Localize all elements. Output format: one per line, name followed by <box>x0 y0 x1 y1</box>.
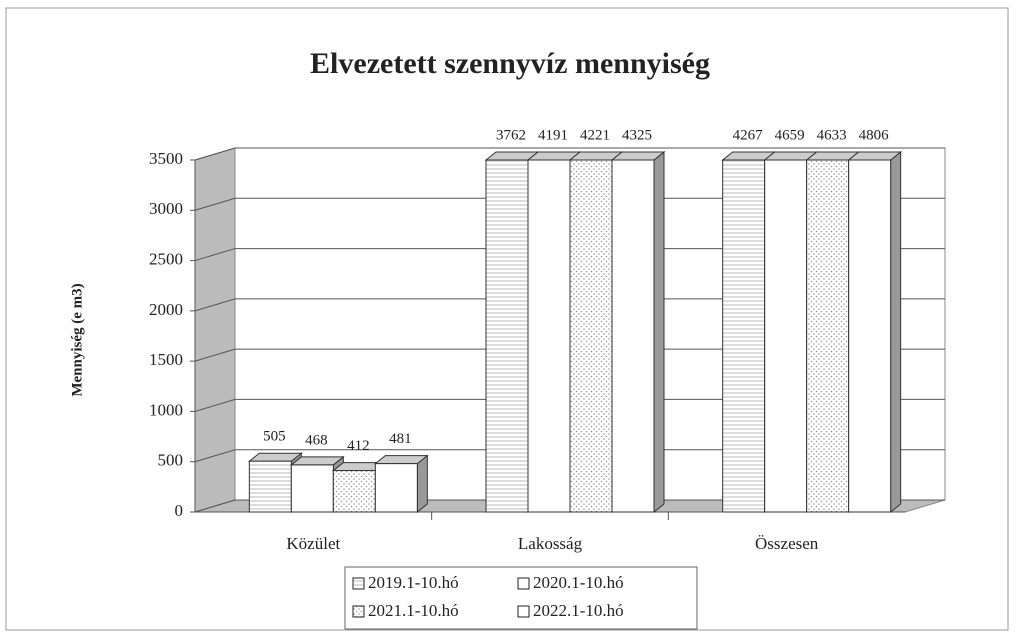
bar <box>722 159 766 513</box>
grid-line <box>194 298 945 312</box>
data-label: 4659 <box>775 127 805 143</box>
legend-label: 2022.1-10.hó <box>533 601 624 620</box>
bar <box>248 460 292 513</box>
frame <box>5 7 1009 631</box>
y-tick-label: 2000 <box>149 300 183 319</box>
legend-label: 2019.1-10.hó <box>368 573 459 592</box>
bar-top <box>247 452 303 462</box>
bar <box>290 464 334 513</box>
data-label: 412 <box>347 438 370 454</box>
bar-side <box>653 150 665 514</box>
legend-swatch <box>517 577 530 590</box>
bar <box>332 470 376 513</box>
data-label: 4633 <box>817 127 847 143</box>
bar-side <box>416 454 428 514</box>
data-label: 468 <box>305 432 328 448</box>
bar-top <box>373 455 429 465</box>
x-tick-label: Lakosság <box>518 534 583 553</box>
bar-side <box>890 150 902 514</box>
bar <box>806 159 850 513</box>
grid-line <box>194 348 945 362</box>
legend <box>344 566 698 630</box>
data-label: 481 <box>389 431 412 447</box>
legend-swatch <box>352 605 365 618</box>
bar <box>374 463 418 513</box>
bar-top <box>610 151 666 161</box>
legend-swatch <box>517 605 530 618</box>
y-tick-label: 3000 <box>149 199 183 218</box>
x-tick-label: Összesen <box>755 534 819 553</box>
bar <box>611 159 655 513</box>
y-axis-label: Mennyiség (e m3) <box>69 283 85 396</box>
data-label: 4191 <box>538 127 568 143</box>
data-label: 505 <box>263 429 286 445</box>
grid-line <box>194 398 945 412</box>
bar-top <box>847 151 903 161</box>
data-label: 3762 <box>496 127 526 143</box>
y-tick-label: 3500 <box>149 149 183 168</box>
bar <box>848 159 892 513</box>
y-tick-label: 1500 <box>149 350 183 369</box>
bar <box>527 159 571 513</box>
grid-line <box>194 449 945 463</box>
x-tick-label: Közület <box>286 534 340 553</box>
bar <box>764 159 808 513</box>
grid-line <box>194 197 945 211</box>
y-tick-label: 500 <box>158 451 184 470</box>
legend-label: 2021.1-10.hó <box>368 601 459 620</box>
bar <box>569 159 613 513</box>
legend-label: 2020.1-10.hó <box>533 573 624 592</box>
bar <box>485 159 529 513</box>
grid-line <box>194 499 945 513</box>
legend-swatch <box>352 577 365 590</box>
back-wall <box>194 147 236 513</box>
chart-title: Elvezetett szennyvíz mennyiség <box>310 47 710 80</box>
grid-line <box>194 147 945 161</box>
y-tick-label: 0 <box>175 501 184 520</box>
bar-top <box>289 456 345 466</box>
data-label: 4325 <box>622 127 652 143</box>
grid-line <box>194 248 945 262</box>
y-tick-label: 1000 <box>149 400 183 419</box>
data-label: 4267 <box>733 127 764 143</box>
y-tick-label: 2500 <box>149 249 183 268</box>
data-label: 4806 <box>859 127 890 143</box>
data-label: 4221 <box>580 127 610 143</box>
